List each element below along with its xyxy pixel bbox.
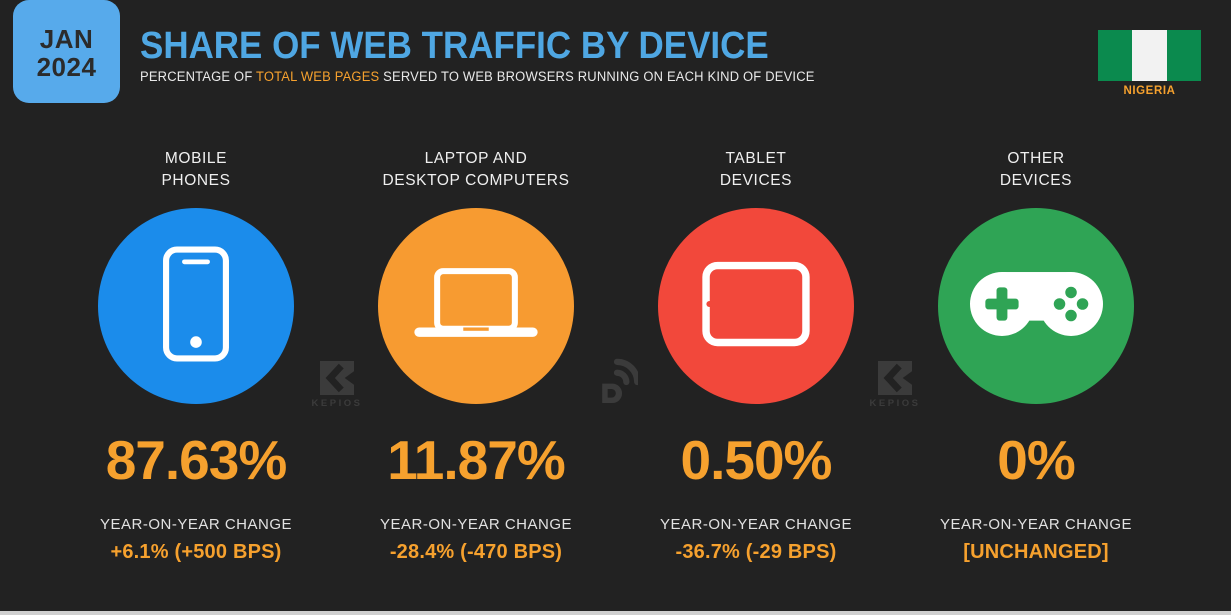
yoy-value: +6.1% (+500 BPS) — [110, 541, 282, 563]
column-mobile-phones: MOBILE PHONES 87.63% YEAR-ON-YEAR CHANGE… — [56, 148, 336, 564]
flag-band-green-right — [1166, 30, 1201, 81]
laptop-icon — [409, 267, 543, 346]
yoy-value: [UNCHANGED] — [963, 541, 1109, 563]
subtitle-highlight: TOTAL WEB PAGES — [255, 69, 380, 84]
column-laptop-desktop: LAPTOP AND DESKTOP COMPUTERS 11.87% YEAR… — [336, 148, 616, 564]
yoy-label: YEAR-ON-YEAR CHANGE — [379, 516, 573, 533]
column-header: LAPTOP AND DESKTOP COMPUTERS — [382, 150, 570, 189]
column-header: TABLET DEVICES — [719, 150, 793, 189]
column-other-devices: OTHER DEVICES — [896, 148, 1176, 564]
date-badge-month: JAN — [39, 24, 94, 54]
laptop-circle — [378, 208, 574, 404]
flag-band-white — [1132, 30, 1167, 81]
yoy-label: YEAR-ON-YEAR CHANGE — [939, 516, 1133, 533]
mobile-circle — [98, 208, 294, 404]
flag-band-green-left — [1098, 30, 1133, 81]
yoy-label: YEAR-ON-YEAR CHANGE — [659, 516, 853, 533]
share-value: 0% — [997, 429, 1075, 491]
subtitle-prefix: PERCENTAGE OF — [140, 69, 256, 84]
column-header: OTHER DEVICES — [999, 150, 1073, 189]
date-badge: JAN 2024 — [13, 0, 120, 103]
smartphone-icon — [162, 245, 230, 368]
subtitle-suffix: SERVED TO WEB BROWSERS RUNNING ON EACH K… — [379, 69, 815, 84]
tablet-icon — [702, 261, 810, 352]
tablet-circle — [658, 208, 854, 404]
device-columns: MOBILE PHONES 87.63% YEAR-ON-YEAR CHANGE… — [56, 148, 1176, 564]
share-value: 11.87% — [387, 429, 566, 491]
yoy-value: -36.7% (-29 BPS) — [675, 541, 837, 563]
page-subtitle: PERCENTAGE OF TOTAL WEB PAGES SERVED TO … — [140, 69, 815, 84]
page-title: SHARE OF WEB TRAFFIC BY DEVICE — [140, 25, 769, 67]
yoy-label: YEAR-ON-YEAR CHANGE — [99, 516, 293, 533]
kepios-watermark: KEPIOS — [862, 361, 928, 409]
share-value: 0.50% — [680, 429, 833, 491]
kepios-logo-icon — [878, 361, 912, 395]
nigeria-flag — [1098, 30, 1201, 81]
kepios-watermark: KEPIOS — [304, 361, 370, 409]
column-header: MOBILE PHONES — [161, 150, 231, 189]
datareportal-watermark — [596, 357, 641, 409]
country-label: NIGERIA — [1123, 85, 1176, 97]
date-badge-year: 2024 — [36, 52, 97, 83]
gamepad-icon — [969, 271, 1103, 341]
column-tablet: TABLET DEVICES 0.50% YEAR-ON-YEAR CHANGE… — [616, 148, 896, 564]
datareportal-logo-icon — [602, 358, 641, 404]
kepios-logo-icon — [320, 361, 354, 395]
other-circle — [938, 208, 1134, 404]
yoy-value: -28.4% (-470 BPS) — [389, 541, 563, 563]
share-value: 87.63% — [105, 429, 288, 491]
footer-bar — [0, 611, 1231, 615]
